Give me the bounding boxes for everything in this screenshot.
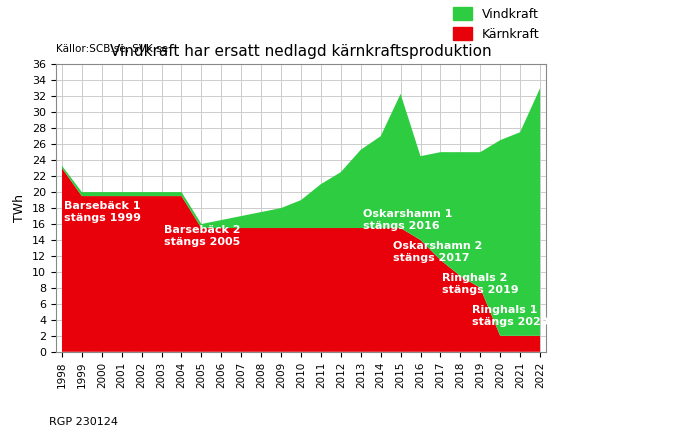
Text: Ringhals 2
stängs 2019: Ringhals 2 stängs 2019 xyxy=(442,273,519,295)
Text: Oskarshamn 1
stängs 2016: Oskarshamn 1 stängs 2016 xyxy=(363,209,452,231)
Text: RGP 230124: RGP 230124 xyxy=(49,417,118,427)
Text: Barsebäck 2
stängs 2005: Barsebäck 2 stängs 2005 xyxy=(164,225,240,247)
Title: Vindkraft har ersatt nedlagd kärnkraftsproduktion: Vindkraft har ersatt nedlagd kärnkraftsp… xyxy=(110,44,492,59)
Text: Ringhals 1
stängs 2020: Ringhals 1 stängs 2020 xyxy=(473,305,549,326)
Text: Oskarshamn 2
stängs 2017: Oskarshamn 2 stängs 2017 xyxy=(393,241,482,263)
Legend: Vindkraft, Kärnkraft: Vindkraft, Kärnkraft xyxy=(454,7,540,41)
Text: Källor:SCB.se, SVK.se: Källor:SCB.se, SVK.se xyxy=(56,44,168,54)
Y-axis label: TWh: TWh xyxy=(13,194,27,222)
Text: Barsebäck 1
stängs 1999: Barsebäck 1 stängs 1999 xyxy=(64,201,141,223)
